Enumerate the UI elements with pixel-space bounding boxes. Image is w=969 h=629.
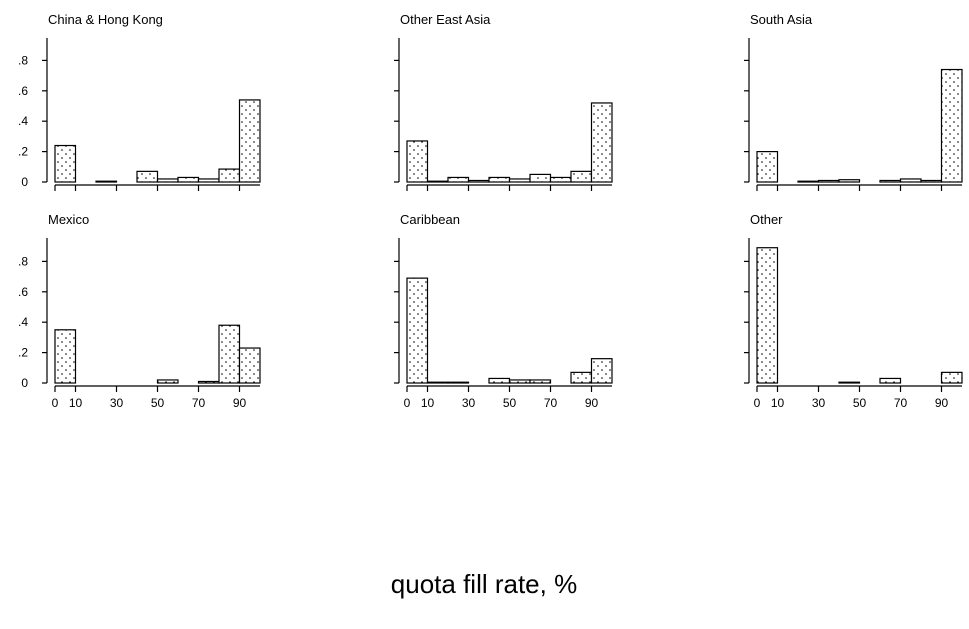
- panel: China & Hong Kong 0 .2 .4 .6 .8: [18, 12, 261, 191]
- histogram-bar: [156, 178, 179, 183]
- figure-x-axis-label: quota fill rate, %: [391, 569, 577, 599]
- x-tick-label: 30: [110, 396, 124, 410]
- x-tick-label: 70: [192, 396, 206, 410]
- histogram-bar: [838, 179, 861, 183]
- panel-title: Caribbean: [400, 212, 460, 227]
- panel: Other 0 10 30 50 70 90: [744, 212, 963, 410]
- x-tick-label: 50: [503, 396, 517, 410]
- histogram-bar: [508, 178, 531, 183]
- histogram-bar: [136, 170, 159, 183]
- histogram-bar: [529, 173, 552, 183]
- x-tick-label: 50: [151, 396, 165, 410]
- x-tick-label: 70: [894, 396, 908, 410]
- histogram-bar: [426, 180, 449, 183]
- panel-title: South Asia: [750, 12, 813, 27]
- histogram-bar: [488, 377, 511, 384]
- y-tick-label: .8: [18, 53, 28, 67]
- x-tick-label: 0: [52, 396, 59, 410]
- x-tick-label: 10: [771, 396, 785, 410]
- histogram-bar: [54, 144, 77, 183]
- y-tick-label: .4: [18, 315, 28, 329]
- histogram-bar: [508, 379, 531, 384]
- y-tick-label: .4: [18, 114, 28, 128]
- histogram-bar: [467, 179, 490, 183]
- histogram-bar: [447, 176, 470, 183]
- x-tick-label: 10: [421, 396, 435, 410]
- x-tick-label: 0: [404, 396, 411, 410]
- histogram-bar: [899, 178, 922, 183]
- panel-title: Other East Asia: [400, 12, 491, 27]
- panel-title: Other: [750, 212, 783, 227]
- histogram-bar: [406, 140, 429, 183]
- y-tick-label: .2: [18, 346, 28, 360]
- histogram-bar: [590, 358, 613, 384]
- y-tick-label: .6: [18, 84, 28, 98]
- histogram-bar: [529, 379, 552, 384]
- y-tick-label: .8: [18, 254, 28, 268]
- y-tick-label: .2: [18, 145, 28, 159]
- x-tick-label: 30: [812, 396, 826, 410]
- histogram-bar: [218, 324, 241, 384]
- histogram-bar: [940, 68, 963, 183]
- panel: Mexico 0 .2 .4 .6 .8 0 10 30 50 70 90: [18, 212, 261, 410]
- histogram-bar: [218, 168, 241, 183]
- histogram-bar: [590, 102, 613, 183]
- histogram-bar: [197, 178, 220, 183]
- histogram-bar: [797, 180, 820, 183]
- x-tick-label: 90: [233, 396, 247, 410]
- histogram-bar: [95, 180, 118, 183]
- histogram-bar: [447, 381, 470, 384]
- histogram-bar: [570, 371, 593, 384]
- histogram-bar: [488, 176, 511, 183]
- histogram-bar: [756, 151, 779, 183]
- histogram-bar: [570, 170, 593, 183]
- histogram-bar: [940, 371, 963, 384]
- y-tick-label: 0: [21, 175, 28, 189]
- x-tick-label: 90: [935, 396, 949, 410]
- panel: South Asia: [744, 12, 963, 191]
- histogram-bar: [197, 380, 220, 384]
- histogram-bar: [920, 179, 943, 183]
- panel: Other East Asia: [394, 12, 613, 191]
- histogram-bar: [238, 99, 261, 183]
- x-tick-label: 90: [585, 396, 599, 410]
- histogram-bar: [177, 176, 200, 183]
- panel-title: Mexico: [48, 212, 89, 227]
- histogram-bar: [54, 329, 77, 384]
- panel: Caribbean 0 10 30 50 70 90: [394, 212, 613, 410]
- x-tick-label: 10: [69, 396, 83, 410]
- histogram-bar: [426, 381, 449, 384]
- panels-group: China & Hong Kong 0 .2 .4 .6 .8 Other East Asi…: [18, 12, 963, 410]
- x-tick-label: 70: [544, 396, 558, 410]
- y-tick-label: 0: [21, 376, 28, 390]
- histogram-bar: [406, 277, 429, 384]
- histogram-bar: [817, 179, 840, 183]
- x-tick-label: 50: [853, 396, 867, 410]
- histogram-bar: [238, 347, 261, 384]
- histogram-bar: [756, 247, 779, 384]
- histogram-bar: [879, 179, 902, 183]
- x-tick-label: 30: [462, 396, 476, 410]
- histogram-bar: [549, 176, 572, 183]
- y-tick-label: .6: [18, 285, 28, 299]
- histogram-bar: [156, 379, 179, 384]
- panel-title: China & Hong Kong: [48, 12, 163, 27]
- x-tick-label: 0: [754, 396, 761, 410]
- histogram-bar: [838, 381, 861, 384]
- histogram-bar: [879, 377, 902, 384]
